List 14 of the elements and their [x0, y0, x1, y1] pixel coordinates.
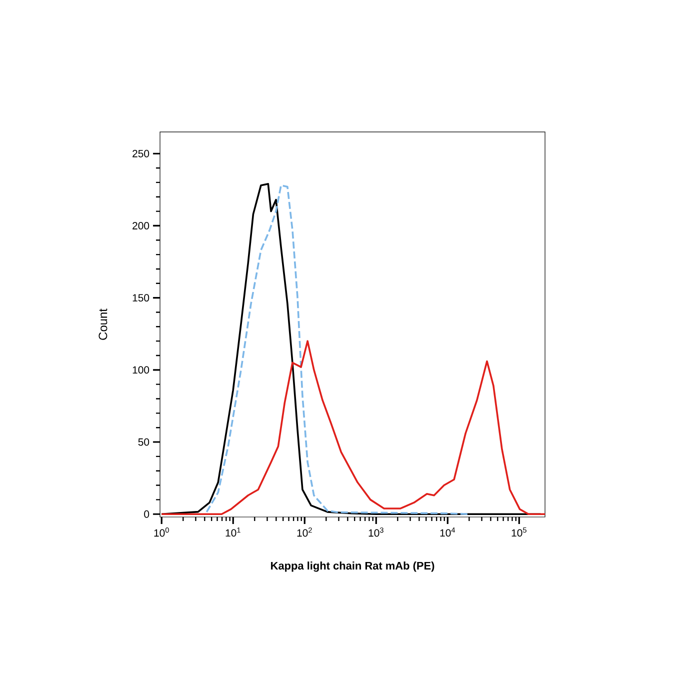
x-tick-label: 10$^{4}$ — [440, 528, 456, 537]
x-tick-label: 10$^{0}$ — [154, 528, 169, 537]
y-tick-label: 50 — [138, 438, 150, 446]
x-tick-label: 10$^{3}$ — [368, 528, 384, 537]
y-tick-label: 150 — [132, 294, 150, 302]
x-axis-title: Kappa light chain Rat mAb (PE) — [271, 562, 434, 572]
y-tick-label: 100 — [132, 366, 150, 374]
y-tick-label: 200 — [132, 222, 150, 230]
y-tick-label: 250 — [132, 150, 150, 158]
x-tick-label: 10$^{1}$ — [226, 528, 240, 537]
y-tick-label: 0 — [144, 510, 150, 518]
x-tick-label: 10$^{2}$ — [297, 528, 312, 537]
x-tick-label: 10$^{5}$ — [512, 528, 526, 537]
y-axis-title: Count — [98, 308, 108, 340]
